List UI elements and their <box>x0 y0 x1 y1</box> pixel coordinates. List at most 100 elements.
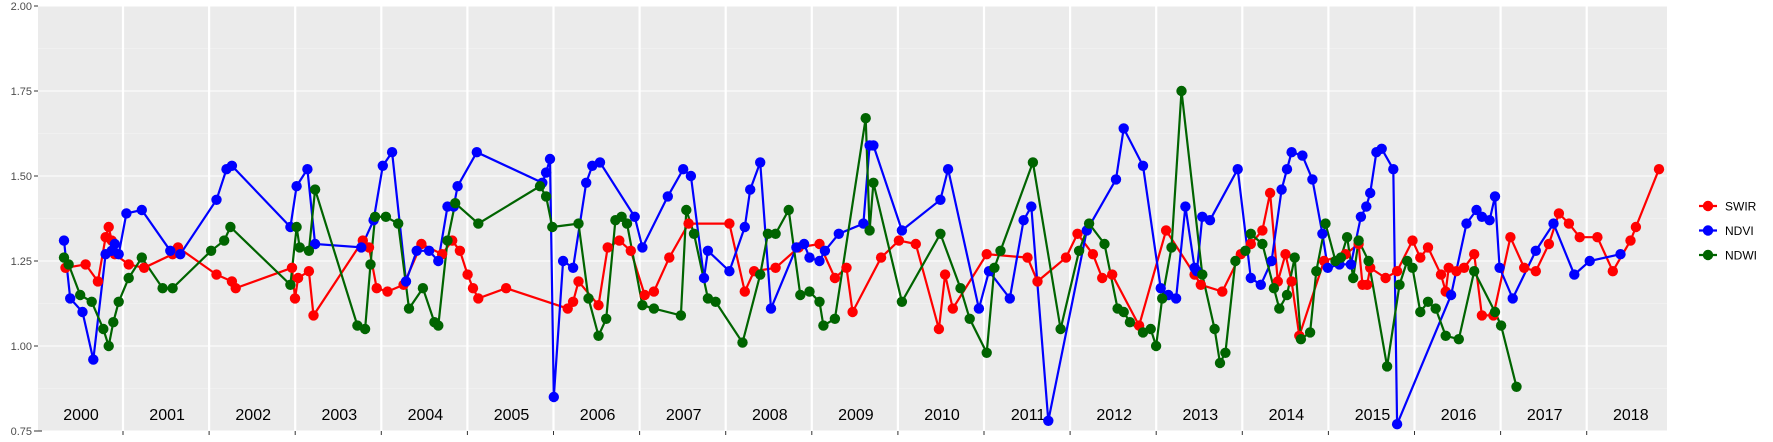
data-point-swir <box>1361 279 1373 290</box>
data-point-ndwi <box>63 259 74 270</box>
data-point-ndwi <box>1394 279 1405 290</box>
data-point-ndwi <box>955 283 966 294</box>
data-point-ndwi <box>1166 242 1177 253</box>
data-point-ndwi <box>1157 293 1168 304</box>
data-point-ndvi <box>386 147 398 158</box>
data-point-swir <box>382 286 393 297</box>
legend-marker <box>1702 225 1714 236</box>
year-label: 2014 <box>1269 407 1305 424</box>
data-point-ndvi <box>1155 283 1166 294</box>
data-point-ndvi <box>291 181 302 192</box>
data-point-ndwi <box>113 296 124 307</box>
data-point-swir <box>286 262 298 273</box>
data-point-ndwi <box>1209 323 1220 335</box>
data-point-swir <box>847 306 858 318</box>
data-point-ndwi <box>123 272 134 284</box>
data-point-swir <box>939 269 951 280</box>
data-point-swir <box>567 296 579 307</box>
data-point-ndwi <box>219 235 230 246</box>
data-point-ndwi <box>1304 327 1316 338</box>
data-point-ndvi <box>1355 211 1367 222</box>
data-point-swir <box>1097 272 1108 284</box>
year-label: 2007 <box>666 407 702 424</box>
data-point-swir <box>1022 252 1033 263</box>
data-point-ndwi <box>309 184 321 195</box>
data-point-ndvi <box>702 245 714 256</box>
data-point-swir <box>292 272 304 284</box>
data-point-swir <box>933 323 945 335</box>
series-points <box>58 85 1665 430</box>
data-point-swir <box>371 283 382 294</box>
data-point-ndvi <box>1445 289 1457 301</box>
data-point-swir <box>1574 232 1585 243</box>
year-label: 2006 <box>580 407 616 424</box>
data-point-ndwi <box>1073 245 1085 256</box>
data-point-ndvi <box>1204 215 1216 226</box>
data-point-ndvi <box>594 157 606 168</box>
legend-key-ndvi: NDVI <box>1699 224 1754 238</box>
y-tick-label: 1.50 <box>11 171 32 183</box>
data-point-ndwi <box>1453 334 1465 345</box>
data-point-ndvi <box>309 238 321 250</box>
data-point-ndvi <box>1484 215 1495 226</box>
data-point-swir <box>875 252 887 263</box>
data-point-ndwi <box>359 323 371 335</box>
data-point-swir <box>1435 269 1447 280</box>
data-point-swir <box>123 259 134 270</box>
data-point-ndwi <box>291 221 302 233</box>
data-point-ndwi <box>1230 255 1241 267</box>
data-point-ndvi <box>1365 187 1376 199</box>
data-point-ndwi <box>450 198 461 209</box>
data-point-ndwi <box>737 337 748 348</box>
data-point-ndwi <box>1363 255 1374 267</box>
data-point-ndvi <box>211 194 222 205</box>
data-point-swir <box>1257 225 1268 236</box>
data-point-swir <box>1476 310 1488 321</box>
data-point-ndvi <box>121 208 132 219</box>
data-point-ndvi <box>302 164 313 175</box>
data-point-ndvi <box>471 147 482 158</box>
data-point-swir <box>1264 187 1276 199</box>
data-point-ndwi <box>1118 306 1129 318</box>
data-point-swir <box>1553 208 1565 219</box>
data-point-ndvi <box>685 170 697 182</box>
data-point-ndwi <box>1495 320 1507 331</box>
data-point-ndwi <box>795 289 806 301</box>
data-point-swir <box>639 289 650 301</box>
data-point-ndvi <box>819 245 831 256</box>
data-point-ndvi <box>377 160 388 171</box>
data-point-ndwi <box>1150 340 1162 352</box>
y-axis: 0.75 1.00 1.25 1.50 1.75 2.00 <box>11 1 38 438</box>
data-point-ndwi <box>818 320 829 331</box>
data-point-ndvi <box>935 194 946 205</box>
data-point-ndwi <box>981 347 992 358</box>
data-point-ndwi <box>804 286 815 297</box>
data-point-ndwi <box>1099 238 1110 250</box>
data-point-ndvi <box>1018 215 1029 226</box>
data-point-swir <box>80 259 91 270</box>
y-tick-label: 0.75 <box>11 426 32 438</box>
data-point-swir <box>910 238 921 250</box>
data-point-ndvi <box>423 245 435 256</box>
data-point-ndvi <box>858 218 869 229</box>
data-point-ndvi <box>1026 201 1037 212</box>
data-point-ndvi <box>581 177 592 188</box>
year-label: 2016 <box>1441 407 1477 424</box>
data-point-ndwi <box>648 303 660 314</box>
data-point-ndvi <box>113 249 124 260</box>
data-point-ndvi <box>1361 201 1372 212</box>
data-point-ndwi <box>755 269 766 280</box>
data-point-ndwi <box>868 177 879 188</box>
data-point-ndwi <box>1440 330 1451 341</box>
data-point-ndwi <box>433 320 444 331</box>
data-point-swir <box>1519 262 1530 273</box>
data-point-ndvi <box>1307 174 1318 185</box>
data-point-swir <box>614 235 625 246</box>
data-point-ndvi <box>1489 191 1501 202</box>
data-point-ndwi <box>593 330 604 341</box>
data-point-ndwi <box>1422 296 1434 307</box>
data-point-ndwi <box>167 283 178 294</box>
y-tick-label: 2.00 <box>11 1 32 13</box>
data-point-ndvi <box>548 391 559 403</box>
data-point-ndvi <box>433 255 444 267</box>
